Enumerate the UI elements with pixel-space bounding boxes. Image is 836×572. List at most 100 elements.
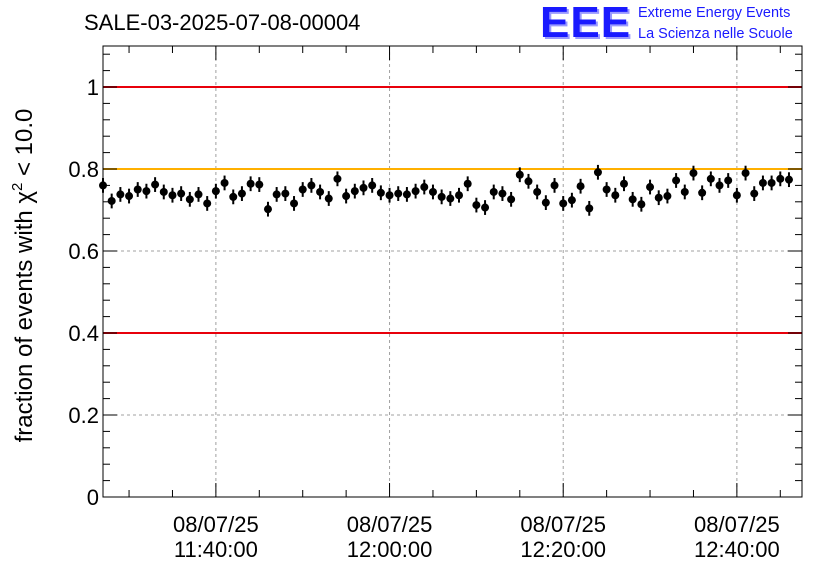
data-point: [446, 191, 455, 206]
data-point: [611, 187, 620, 203]
y-axis-label: fraction of events with χ2 < 10.0: [9, 109, 38, 443]
data-point: [567, 192, 576, 208]
data-marker: [342, 192, 351, 201]
data-marker: [455, 191, 464, 200]
data-point: [237, 186, 246, 201]
data-point: [541, 195, 550, 210]
data-marker: [185, 195, 194, 204]
data-marker: [585, 204, 594, 213]
data-point: [255, 177, 264, 192]
x-tick-date-label: 08/07/25: [173, 512, 259, 537]
data-marker: [368, 181, 377, 190]
y-tick-label: 0.2: [68, 403, 99, 428]
data-point: [533, 184, 542, 200]
data-marker: [168, 191, 177, 200]
data-point: [663, 188, 672, 204]
data-point: [125, 188, 134, 204]
data-point: [576, 178, 585, 194]
data-marker: [524, 177, 533, 186]
x-tick-date-label: 08/07/25: [347, 512, 433, 537]
data-marker: [203, 199, 212, 208]
data-point: [585, 200, 594, 216]
data-point: [715, 178, 724, 193]
data-marker: [576, 182, 585, 191]
data-marker: [715, 181, 724, 190]
data-marker: [593, 168, 602, 177]
data-marker: [472, 201, 481, 210]
data-point: [689, 165, 698, 181]
data-marker: [611, 191, 620, 200]
data-point: [741, 165, 750, 181]
data-marker: [724, 176, 733, 185]
data-point: [437, 189, 446, 205]
data-point: [142, 183, 151, 199]
data-marker: [125, 192, 134, 201]
data-marker: [350, 187, 359, 196]
data-point: [515, 167, 524, 183]
data-marker: [246, 179, 255, 188]
data-point: [133, 182, 142, 197]
y-tick-label: 0.6: [68, 239, 99, 264]
data-point: [394, 186, 403, 201]
data-point: [107, 193, 116, 209]
data-point: [281, 186, 290, 201]
data-point: [333, 171, 342, 187]
data-marker: [220, 178, 229, 187]
data-marker: [515, 170, 524, 179]
data-marker: [263, 205, 272, 214]
data-point: [229, 189, 238, 205]
data-point: [324, 191, 333, 206]
data-point: [776, 171, 785, 187]
data-marker: [394, 189, 403, 198]
data-point: [706, 171, 715, 187]
data-marker: [359, 183, 368, 192]
x-tick-date-label: 08/07/25: [694, 512, 780, 537]
x-tick-time-label: 12:40:00: [694, 537, 780, 562]
data-point: [498, 186, 507, 201]
data-marker: [646, 183, 655, 192]
data-marker: [758, 178, 767, 187]
data-point: [654, 190, 663, 206]
data-marker: [281, 189, 290, 198]
data-point: [463, 176, 472, 192]
data-point: [272, 187, 281, 202]
data-point: [602, 182, 611, 197]
data-point: [507, 191, 516, 207]
data-marker: [550, 181, 559, 190]
data-marker: [385, 191, 394, 200]
data-points: [99, 164, 793, 217]
data-point: [481, 200, 490, 215]
data-marker: [628, 195, 637, 204]
data-marker: [637, 200, 646, 209]
data-point: [220, 175, 229, 191]
data-marker: [567, 196, 576, 205]
data-marker: [272, 190, 281, 199]
data-marker: [290, 199, 299, 208]
data-marker: [142, 187, 151, 196]
data-marker: [663, 192, 672, 201]
data-point: [342, 188, 351, 204]
data-marker: [446, 194, 455, 203]
data-point: [732, 187, 741, 203]
y-tick-label: 0.8: [68, 157, 99, 182]
data-marker: [507, 195, 516, 204]
data-point: [246, 176, 255, 192]
data-marker: [680, 187, 689, 196]
x-tick-time-label: 12:20:00: [520, 537, 606, 562]
data-point: [750, 186, 759, 201]
data-point: [151, 177, 160, 192]
data-point: [524, 173, 533, 189]
data-point: [368, 178, 377, 193]
data-point: [784, 172, 793, 188]
data-point: [472, 197, 481, 213]
data-point: [211, 183, 220, 199]
data-marker: [194, 190, 203, 199]
data-point: [203, 196, 212, 211]
data-point: [159, 184, 168, 200]
data-point: [359, 180, 368, 196]
data-point: [385, 187, 394, 203]
logo-line-1: Extreme Energy Events: [638, 5, 791, 21]
data-marker: [437, 192, 446, 201]
data-point: [116, 187, 125, 202]
y-tick-label: 0: [87, 485, 99, 510]
